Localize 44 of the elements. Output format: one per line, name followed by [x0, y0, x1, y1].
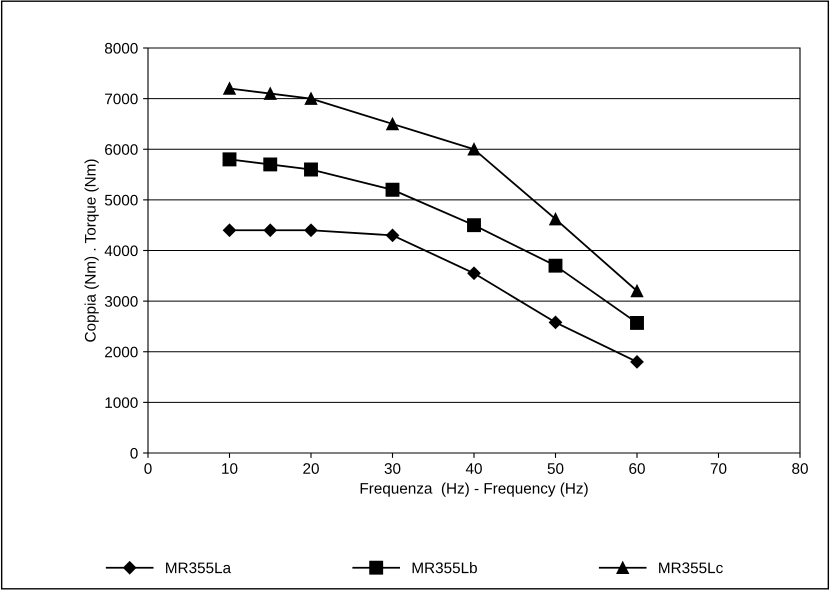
point [386, 118, 399, 130]
y-tick-label: 2000 [105, 346, 138, 358]
point [467, 218, 481, 232]
x-tick-label: 80 [792, 463, 808, 474]
point [630, 355, 644, 368]
y-tick-label: 0 [130, 448, 138, 459]
point [549, 212, 562, 226]
x-tick-label: 50 [548, 463, 564, 474]
point [304, 92, 318, 105]
point [223, 82, 236, 95]
y-tick-label: 3000 [104, 296, 138, 307]
point [386, 228, 400, 242]
point [630, 284, 644, 298]
y-tick-label: 7000 [105, 93, 138, 104]
point [386, 182, 400, 197]
y-tick-label: 1000 [105, 397, 138, 408]
x-tick-label: 30 [384, 463, 400, 474]
legend-label: MR355Lb [412, 562, 477, 574]
legend-label: MR355La [166, 562, 232, 574]
x-tick-label: 70 [710, 463, 726, 474]
x-tick-label: 40 [466, 463, 482, 474]
y-tick-label: 5000 [104, 194, 138, 206]
y-tick-label: 4000 [104, 245, 138, 256]
y-tick-label: 8000 [104, 42, 138, 54]
x-axis-title: Frequenza (Hz) - Frequency (Hz) [360, 482, 588, 497]
point [548, 258, 562, 273]
y-tick-label: 6000 [105, 144, 138, 155]
point [263, 157, 278, 172]
point [304, 224, 318, 237]
x-tick-label: 10 [222, 463, 238, 474]
legend-label: MR355Lc [659, 562, 723, 574]
x-tick-label: 60 [629, 463, 645, 474]
point [304, 162, 318, 176]
point [264, 87, 276, 100]
x-tick-label: 20 [303, 463, 319, 474]
y-axis-title: Coppia (Nm) . Torque (Nm) [84, 159, 99, 342]
point [630, 316, 644, 330]
point [264, 224, 277, 237]
point [222, 152, 236, 166]
point [467, 266, 481, 280]
point [222, 224, 236, 237]
point [548, 316, 562, 329]
point [468, 143, 480, 156]
x-tick-label: 0 [144, 463, 152, 474]
